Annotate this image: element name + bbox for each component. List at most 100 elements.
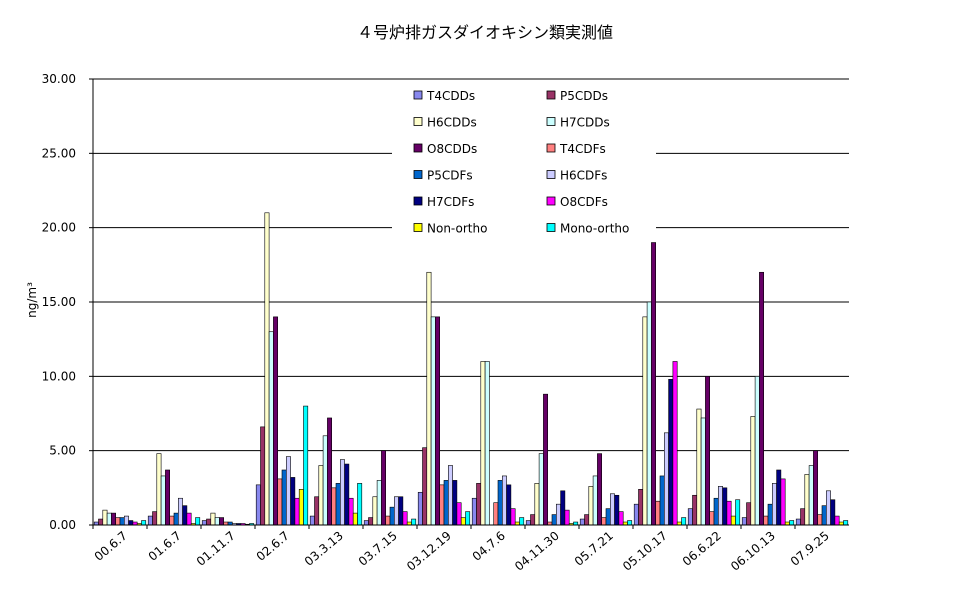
bar-o8cdfs-10 [672,361,678,526]
legend-swatch-non-ortho [413,223,423,232]
bar-h7cdds-2 [214,517,220,526]
bar-p5cdds-9 [584,514,590,526]
bar-t4cdfs-7 [493,502,499,526]
legend-label-o8cdds: O8CDDs [427,142,477,156]
legend-swatch-h6cdfs [546,170,556,179]
bar-h6cdfs-3 [285,456,291,526]
legend-label-h6cdds: H6CDDs [427,116,477,130]
legend-label-t4cdfs: T4CDFs [559,142,606,156]
bar-o8cdds-1 [165,469,170,526]
legend: T4CDDs P5CDDs H6CDDs H7CDDs O8CDDs T4CDFs P5CD… [413,89,629,236]
x-tick-label: 04.7.6 [470,529,508,564]
bar-h6cdfs-4 [339,459,345,526]
y-axis-label: ng/m³ [25,282,39,318]
bar-t4cdfs-11 [709,511,715,526]
bar-h7cdfs-6 [452,480,458,526]
bar-t4cdfs-4 [331,487,337,526]
bar-p5cdfs-12 [767,503,773,526]
bar-t4cdds-9 [579,518,585,526]
y-tick-label: 5.00 [49,444,76,458]
x-tick-label: 02.6.7 [254,529,292,564]
y-tick-label: 10.00 [42,369,76,383]
bar-h7cdds-11 [700,417,706,526]
bar-h6cdds-3 [264,212,270,526]
bar-h6cdds-11 [696,408,702,526]
bar-h7cdds-4 [322,435,328,526]
bar-p5cdds-2 [206,518,212,526]
bar-t4cdds-11 [687,508,693,526]
legend-swatch-o8cdfs [546,196,556,206]
bar-h6cdfs-12 [771,483,777,526]
legend-label-non-ortho: Non-ortho [427,222,487,236]
bar-t4cdds-10 [633,503,639,526]
bar-h7cdds-5 [376,480,382,526]
bar-t4cdds-13 [795,518,801,526]
bar-p5cdds-4 [314,496,320,526]
bar-o8cdds-4 [327,417,332,526]
x-tick-label: 01.6.7 [146,529,184,564]
x-tick-label: 03.7.15 [356,529,400,569]
bar-h7cdds-6 [430,316,436,526]
bar-t4cdds-7 [471,497,477,526]
bar-h6cdds-0 [102,509,108,526]
bar-p5cdfs-13 [821,505,827,526]
bar-p5cdds-5 [368,517,374,526]
bar-p5cdfs-0 [119,517,125,526]
bar-p5cdds-7 [476,483,482,526]
bar-t4cdds-8 [525,520,531,526]
bar-p5cdfs-1 [173,512,179,526]
bar-h6cdfs-10 [663,432,669,526]
bar-h6cdfs-6 [447,465,453,526]
bar-p5cdds-11 [692,494,698,526]
bar-h6cdfs-8 [555,503,561,526]
legend-label-p5cdfs: P5CDFs [427,169,473,183]
bar-t4cdfs-12 [763,515,769,526]
bar-t4cdfs-6 [439,484,445,526]
bar-p5cdfs-5 [389,506,395,526]
bar-h7cdfs-4 [344,463,350,526]
bar-h7cdfs-11 [722,487,728,526]
bar-o8cdds-8 [543,393,549,526]
legend-label-h6cdfs: H6CDFs [560,169,607,183]
legend-label-h7cdfs: H7CDFs [427,195,474,209]
bar-o8cdfs-9 [618,511,624,526]
bar-h7cdfs-10 [668,379,674,526]
bar-mono-ortho-3 [303,405,309,526]
bar-mono-ortho-11 [735,499,741,526]
bar-p5cdfs-10 [659,475,665,526]
bar-h7cdfs-0 [128,520,134,526]
bar-o8cdds-11 [705,376,711,526]
bar-t4cdfs-10 [655,500,661,526]
bar-o8cdfs-6 [456,502,462,526]
bar-h7cdds-8 [538,453,544,526]
bar-p5cdfs-3 [281,469,287,526]
bar-p5cdfs-4 [335,483,341,526]
bar-t4cdds-4 [309,515,315,526]
bar-o8cdfs-8 [564,509,570,526]
bar-o8cdds-0 [111,512,117,526]
bar-h7cdfs-12 [776,469,782,526]
bar-h6cdds-4 [318,465,324,526]
bar-h6cdfs-0 [124,515,129,526]
bar-o8cdds-9 [597,453,603,526]
bar-h7cdfs-5 [398,496,404,526]
bar-mono-ortho-1 [195,517,201,526]
x-tick-label: 03.3.13 [302,529,346,569]
bar-h7cdds-1 [160,475,166,526]
bar-h6cdds-9 [588,486,594,526]
bar-h6cdfs-7 [501,475,507,526]
bar-p5cdfs-7 [497,480,503,526]
bar-t4cdds-12 [741,517,747,526]
bar-h6cdds-10 [642,316,648,526]
bar-o8cdds-12 [759,271,765,526]
bar-non-ortho-4 [352,512,358,526]
bar-p5cdds-3 [260,426,266,526]
bar-t4cdds-5 [363,520,369,526]
bar-h7cdds-10 [646,301,652,526]
bar-mono-ortho-6 [465,511,471,526]
bar-h7cdds-9 [592,475,598,526]
bar-o8cdfs-5 [402,511,408,526]
bar-mono-ortho-7 [519,517,525,526]
bar-h7cdds-0 [106,512,112,526]
bar-h7cdfs-9 [614,494,620,526]
